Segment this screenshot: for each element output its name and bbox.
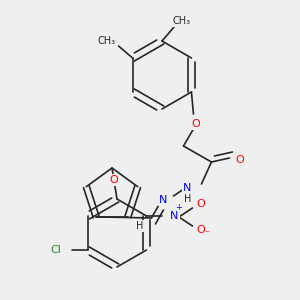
Text: H: H [184, 194, 191, 204]
Text: O: O [235, 155, 244, 165]
Text: H: H [136, 221, 143, 231]
Text: O: O [191, 119, 200, 129]
Text: +: + [175, 202, 182, 211]
Text: CH₃: CH₃ [173, 16, 191, 26]
Text: O: O [196, 199, 205, 209]
Text: O: O [110, 175, 118, 185]
Text: N: N [183, 183, 192, 193]
Text: CH₃: CH₃ [98, 36, 116, 46]
Text: O: O [196, 225, 205, 235]
Text: Cl: Cl [50, 245, 61, 255]
Text: N: N [159, 195, 168, 205]
Text: N: N [170, 211, 178, 221]
Text: ⁻: ⁻ [204, 229, 209, 239]
